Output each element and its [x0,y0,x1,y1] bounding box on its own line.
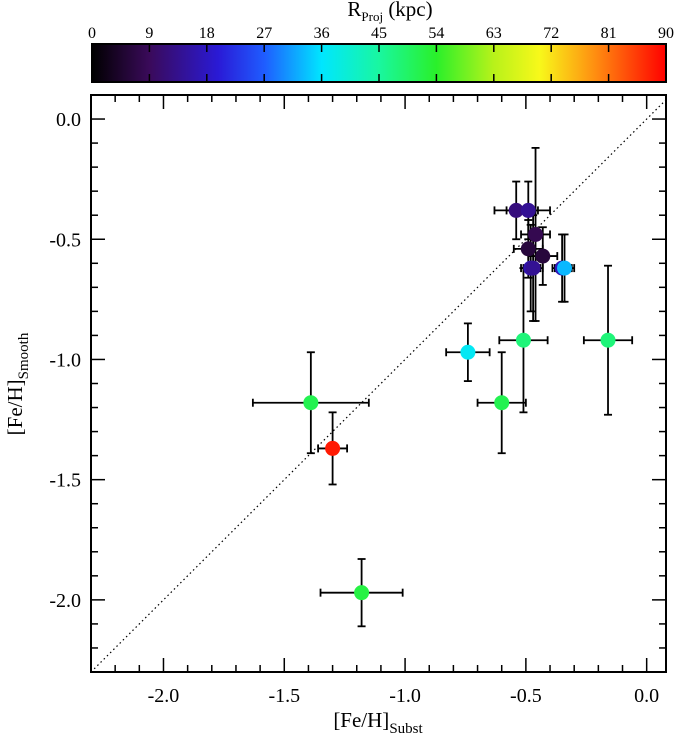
colorbar-title-main: R [347,0,361,21]
colorbar-tick-label: 90 [658,25,674,42]
data-point [525,260,541,276]
data-point [600,332,616,348]
y-axis-title-sub: Smooth [16,332,32,379]
data-point [520,241,536,257]
data-point [303,395,319,411]
x-axis-title: [Fe/H]Subst [333,708,423,737]
data-point [557,260,573,276]
colorbar-title: RProj (kpc) [347,0,432,24]
y-tick-label: -1.0 [49,349,81,371]
data-point [515,332,531,348]
y-tick-label: -2.0 [49,590,81,612]
colorbar-title-unit: (kpc) [383,0,433,21]
colorbar-tick-label: 81 [601,25,617,42]
data-point [494,395,510,411]
colorbar-tick-label: 63 [486,25,502,42]
x-tick-label: -0.5 [510,685,542,707]
colorbar-title-sub: Proj [361,9,383,24]
colorbar-tick-label: 18 [199,25,215,42]
colorbar-tick-label: 45 [371,25,387,42]
colorbar-tick-label: 54 [428,25,444,42]
data-point [528,226,544,242]
colorbar: RProj (kpc) 0 9 18 27 36 45 54 63 72 81 90 [88,0,674,83]
colorbar-tick-label: 0 [88,25,96,42]
x-axis-title-main: [Fe/H] [333,708,389,732]
x-tick-label: -1.0 [389,685,421,707]
x-axis-title-sub: Subst [389,721,423,737]
y-tick-label: 0.0 [56,109,81,131]
y-tick-label: -1.5 [49,470,81,492]
colorbar-tick-label: 72 [543,25,559,42]
data-point [325,440,341,456]
y-tick-label: -0.5 [49,229,81,251]
y-axis-title-main: [Fe/H] [3,379,27,435]
data-point [520,202,536,218]
x-tick-label: -2.0 [148,685,180,707]
data-point [535,248,551,264]
x-tick-label: -1.5 [268,685,300,707]
colorbar-tick-label: 27 [256,25,272,42]
data-point [460,344,476,360]
y-axis-title: [Fe/H]Smooth [3,332,32,435]
data-point [508,202,524,218]
x-tick-label: 0.0 [634,685,659,707]
data-point [354,585,370,601]
colorbar-tick-label: 36 [314,25,330,42]
colorbar-tick-label: 9 [145,25,153,42]
one-to-one-line [90,99,667,673]
